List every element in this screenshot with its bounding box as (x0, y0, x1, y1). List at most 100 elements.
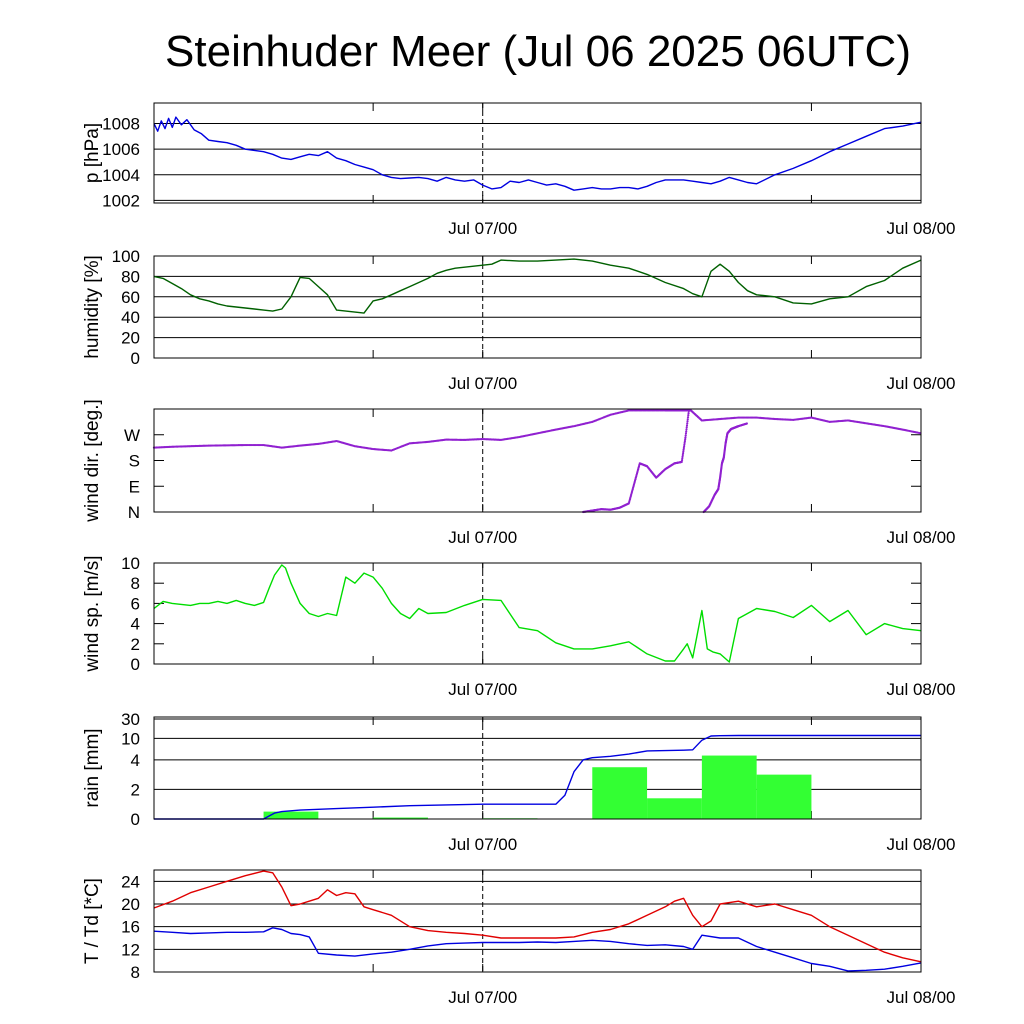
wind-dir-point (687, 414, 690, 417)
panel-frame (153, 102, 922, 204)
series-line-humidity-0 (153, 258, 922, 314)
ytick-label: 4 (131, 751, 140, 770)
rain-bar (373, 817, 428, 819)
xtick-label: Jul 07/00 (448, 835, 517, 854)
wind-dir-point (686, 418, 689, 421)
xtick-label: Jul 08/00 (887, 680, 956, 699)
ytick-label: 24 (121, 872, 140, 891)
wind-dir-point (685, 428, 688, 431)
ytick-label: 6 (131, 594, 140, 613)
wind-dir-point (918, 431, 921, 435)
panel-frame (153, 408, 922, 513)
xtick-label: Jul 07/00 (448, 680, 517, 699)
panel-temperature: 8 12 16 20 24 Jul 07/00 Jul 08/00 T / Td [*C] (82, 869, 956, 1007)
wind-dir-point (682, 450, 685, 453)
panel-frame (153, 869, 922, 973)
series-line-pressure-0 (153, 116, 922, 191)
ytick-label: S (129, 452, 140, 471)
wind-dir-point (685, 424, 689, 427)
xtick-label: Jul 07/00 (448, 528, 517, 547)
wind-dir-point (684, 432, 688, 435)
ytick-label: 20 (121, 329, 140, 348)
wind-dir-point (745, 422, 748, 425)
panel-pressure: 1002 1004 1006 1008 Jul 07/00 Jul 08/00 p [hPa… (82, 102, 956, 238)
wind-dir-point (684, 436, 687, 439)
rain-bar (701, 755, 757, 819)
xtick-label: Jul 07/00 (448, 988, 517, 1007)
y-axis-label: p [hPa] (82, 123, 103, 183)
ytick-label: 0 (131, 349, 140, 368)
series-line-rain-1 (154, 734, 921, 820)
wind-dir-point (683, 441, 686, 444)
chart-title: Steinhuder Meer (Jul 06 2025 06UTC) (165, 27, 911, 76)
ytick-label: 30 (121, 710, 140, 729)
ytick-label: 40 (121, 308, 140, 327)
y-axis-label: wind sp. [m/s] (82, 555, 103, 672)
wind-dir-point (684, 438, 687, 441)
wind-dir-point (681, 457, 684, 460)
rain-bar (647, 798, 702, 819)
ytick-label: 0 (131, 655, 140, 674)
panel-frame (153, 716, 922, 820)
ytick-label: 1008 (102, 115, 140, 134)
ytick-label: 8 (131, 574, 140, 593)
ytick-label: W (124, 426, 140, 445)
wind-dir-point (681, 452, 685, 455)
xtick-label: Jul 07/00 (448, 219, 517, 238)
wind-dir-point (683, 439, 686, 443)
panel-frame (153, 562, 922, 665)
ytick-label: 100 (112, 247, 140, 266)
ytick-label: 1004 (102, 166, 140, 185)
wind-dir-point (685, 430, 688, 433)
y-axis-label: T / Td [*C] (82, 878, 103, 964)
xtick-label: Jul 08/00 (887, 528, 956, 547)
ytick-label: 10 (121, 554, 140, 573)
xtick-label: Jul 08/00 (887, 835, 956, 854)
ytick-label: 10 (121, 729, 140, 748)
ytick-label: N (128, 503, 140, 522)
ytick-label: 2 (131, 780, 140, 799)
ytick-label: 60 (121, 288, 140, 307)
panel-frame (153, 255, 922, 359)
rain-bar (756, 774, 812, 819)
wind-dir-point (683, 443, 686, 446)
ytick-label: 1002 (102, 191, 140, 210)
y-axis-label: humidity [%] (82, 255, 103, 358)
ytick-label: 4 (131, 615, 140, 634)
ytick-label: 2 (131, 635, 140, 654)
wind-dir-point (686, 422, 689, 425)
xtick-label: Jul 08/00 (887, 219, 956, 238)
xtick-label: Jul 08/00 (887, 374, 956, 393)
rain-bar (592, 767, 648, 819)
ytick-label: 16 (121, 918, 140, 937)
wind-dir-point (684, 434, 687, 437)
wind-dir-point (687, 409, 690, 413)
ytick-label: 0 (131, 810, 140, 829)
wind-dir-point (686, 420, 689, 423)
wind-dir-point (682, 448, 685, 451)
xtick-label: Jul 08/00 (887, 988, 956, 1007)
wind-dir-point (682, 446, 685, 450)
wind-dir-point (683, 445, 686, 448)
ytick-label: 20 (121, 895, 140, 914)
wind-dir-point (687, 411, 690, 415)
wind-dir-point (681, 453, 684, 457)
ytick-label: 8 (131, 963, 140, 982)
wind-dir-point (680, 459, 684, 462)
series-line-temperature-0 (153, 870, 922, 963)
ytick-label: 1006 (102, 140, 140, 159)
xtick-label: Jul 07/00 (448, 374, 517, 393)
y-axis-label: wind dir. [deg.] (82, 399, 103, 523)
wind-dir-point (685, 426, 688, 429)
ytick-label: E (129, 477, 140, 496)
wind-dir-point (686, 416, 690, 419)
y-axis-label: rain [mm] (82, 728, 103, 807)
rain-bar (263, 811, 319, 819)
ytick-label: 80 (121, 267, 140, 286)
